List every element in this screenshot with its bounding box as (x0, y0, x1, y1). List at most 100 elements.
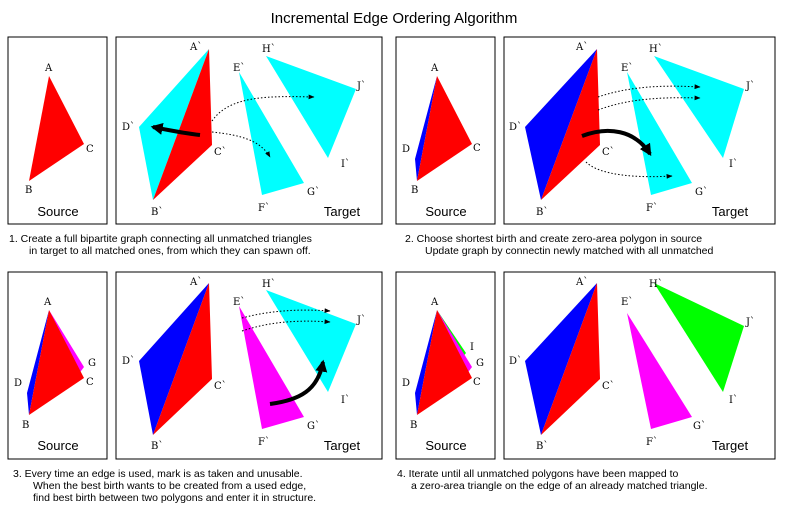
step-2-caption-line-2: Update graph by connectin newly matched … (425, 245, 713, 257)
step-1: A C B Source A` D` C` B` E` G` F` H` J` … (7, 36, 383, 257)
step-2-source-title: Source (425, 204, 466, 219)
label-I-prime: I` (341, 395, 350, 406)
dotted-edge-1 (211, 94, 315, 122)
label-E-prime: E` (233, 297, 245, 308)
triangle-EFG-prime (627, 313, 692, 429)
label-A: A (43, 297, 52, 308)
triangle-ABC (29, 76, 84, 181)
label-J-prime: J` (356, 81, 366, 92)
label-D: D (402, 378, 410, 389)
step-4-target-title: Target (712, 438, 749, 453)
label-C-prime: C` (214, 381, 227, 392)
triangle-ADB-prime (139, 283, 209, 435)
step-3-caption-line-3: find best birth between two polygons and… (33, 492, 316, 504)
label-B-prime: B` (151, 441, 163, 452)
triangle-ADB-prime (525, 49, 597, 200)
label-D-prime: D` (509, 122, 522, 133)
triangle-ABC-prime (541, 283, 600, 435)
label-F-prime: F` (646, 203, 658, 214)
label-G-prime: G` (695, 187, 708, 198)
step-2: A D C B Source A` D` C` B` E` G` F` H` J… (395, 36, 776, 257)
label-B: B (411, 185, 418, 196)
label-G-prime: G` (307, 421, 320, 432)
big-arrow (150, 122, 201, 137)
label-A: A (430, 63, 439, 74)
label-H-prime: H` (649, 44, 663, 55)
step-4: A I G D C B Source A` D` C` B` E` G` F` … (395, 271, 776, 492)
label-E-prime: E` (621, 297, 633, 308)
label-D: D (402, 144, 410, 155)
label-C-prime: C` (602, 147, 615, 158)
label-F-prime: F` (258, 203, 270, 214)
label-F-prime: F` (258, 437, 270, 448)
triangle-ABC (417, 310, 472, 415)
label-D-prime: D` (509, 356, 522, 367)
label-J-prime: J` (745, 81, 755, 92)
label-H-prime: H` (262, 44, 276, 55)
triangle-ACG (437, 310, 472, 375)
label-D-prime: D` (122, 122, 135, 133)
step-4-caption-line-2: a zero-area triangle on the edge of an a… (411, 480, 708, 492)
triangle-ABC (29, 310, 84, 415)
step-3-source-title: Source (37, 438, 78, 453)
label-C-prime: C` (602, 381, 615, 392)
label-B: B (25, 185, 32, 196)
label-J-prime: J` (356, 315, 366, 326)
label-C: C (473, 377, 481, 388)
label-H-prime: H` (262, 279, 276, 290)
step-2-target-title: Target (712, 204, 749, 219)
step-3-caption-line-2: When the best birth wants to be created … (33, 480, 306, 492)
triangle-EFG-prime (239, 72, 304, 195)
triangle-ADB (415, 310, 437, 415)
label-F-prime: F` (646, 437, 658, 448)
step-1-caption-line-1: 1. Create a full bipartite graph connect… (9, 233, 312, 245)
label-A-prime: A` (575, 42, 588, 53)
triangle-HIJ-prime (266, 290, 356, 392)
label-G: G (476, 358, 484, 369)
label-G-prime: G` (307, 187, 320, 198)
step-2-caption-line-1: 2. Choose shortest birth and create zero… (405, 233, 702, 245)
label-E-prime: E` (233, 63, 245, 74)
triangle-ADB-prime (139, 49, 209, 200)
triangle-ABC-prime (541, 49, 600, 200)
big-arrow (269, 359, 328, 406)
label-E-prime: E` (621, 63, 633, 74)
triangle-EFG-prime (627, 72, 692, 195)
label-C: C (86, 377, 94, 388)
label-J-prime: J` (745, 317, 755, 328)
step-3-caption-line-1: 3. Every time an edge is used, mark is a… (13, 468, 303, 480)
triangle-ACG (49, 310, 84, 375)
label-A: A (44, 63, 53, 74)
label-B-prime: B` (536, 207, 548, 218)
label-I-prime: I` (341, 159, 350, 170)
step-4-source-title: Source (425, 438, 466, 453)
triangle-ADB (27, 310, 49, 415)
triangle-ABC (417, 76, 472, 181)
triangle-ABC-prime (153, 283, 212, 435)
label-C-prime: C` (214, 147, 227, 158)
step-3-target-title: Target (324, 438, 361, 453)
label-I-prime: I` (729, 395, 738, 406)
dotted-edge-2 (597, 95, 701, 111)
step-1-caption-line-2: in target to all matched ones, from whic… (29, 245, 311, 257)
triangle-ABC-prime (153, 49, 212, 200)
label-A-prime: A` (189, 42, 202, 53)
triangle-ADB-prime (525, 283, 597, 435)
label-A-prime: A` (189, 277, 202, 288)
triangle-HIJ-prime (654, 56, 744, 158)
dotted-edge-3 (585, 161, 673, 179)
label-B-prime: B` (151, 207, 163, 218)
label-I: I (470, 342, 474, 353)
dotted-edge-2 (211, 131, 271, 158)
label-B: B (410, 420, 417, 431)
label-D: D (14, 378, 22, 389)
label-A-prime: A` (575, 277, 588, 288)
step-1-target-title: Target (324, 204, 361, 219)
dotted-edge-1 (597, 84, 701, 98)
label-I-prime: I` (729, 159, 738, 170)
label-B: B (22, 420, 29, 431)
label-H-prime: H` (649, 279, 663, 290)
triangle-HIJ-prime (266, 56, 356, 158)
label-C: C (473, 143, 481, 154)
